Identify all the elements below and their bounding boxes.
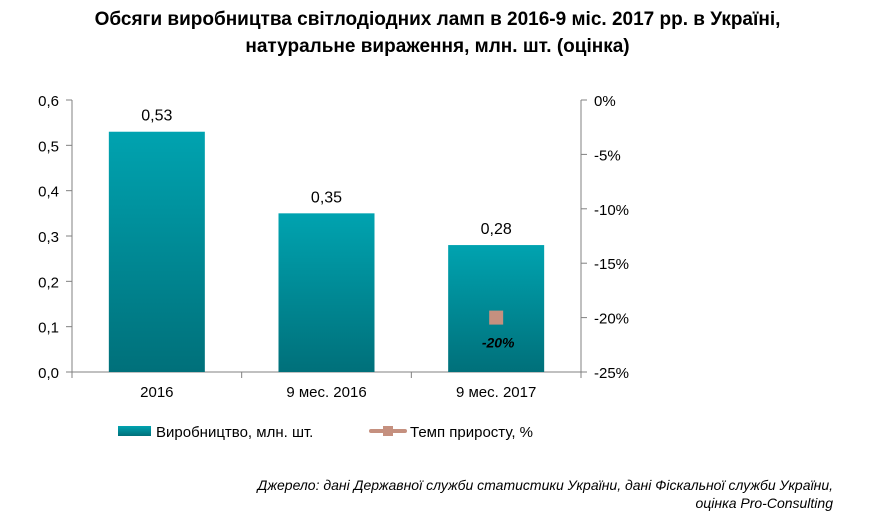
source-line-2: оцінка Pro-Consulting	[695, 495, 834, 511]
legend-swatch-bar	[118, 426, 151, 436]
y-right-tick-label: -20%	[594, 311, 629, 328]
y-left-tick-label: 0,1	[38, 320, 59, 337]
chart-title-line-1: Обсяги виробництва світлодіодних ламп в …	[94, 9, 781, 30]
bar-value-label: 0,28	[481, 221, 512, 238]
y-right-tick-label: -10%	[594, 202, 629, 219]
bar-value-label: 0,35	[311, 189, 342, 206]
bar	[448, 245, 545, 372]
y-left-tick-label: 0,0	[38, 365, 59, 382]
legend-marker-growth	[383, 426, 393, 436]
x-tick-label: 9 мес. 2017	[456, 384, 536, 401]
source-line-1: Джерело: дані Державної служби статистик…	[257, 477, 833, 493]
x-tick-label: 2016	[140, 384, 173, 401]
legend-label-growth: Темп приросту, %	[410, 424, 533, 441]
source-note: Джерело: дані Державної служби статистик…	[258, 476, 833, 512]
growth-marker	[489, 310, 504, 325]
bar-value-label: 0,53	[141, 108, 172, 125]
x-tick-label: 9 мес. 2016	[286, 384, 366, 401]
growth-value-label: -20%	[482, 335, 515, 351]
y-right-tick-label: -5%	[594, 147, 621, 164]
chart-title: Обсяги виробництва світлодіодних ламп в …	[0, 6, 875, 60]
y-left-tick-label: 0,6	[38, 93, 59, 110]
y-left-tick-label: 0,4	[38, 184, 59, 201]
y-right-tick-label: -25%	[594, 365, 629, 382]
chart-title-line-2: натуральне вираження, млн. шт. (оцінка)	[245, 36, 630, 57]
y-left-tick-label: 0,2	[38, 274, 59, 291]
bar	[108, 131, 205, 372]
bar	[278, 213, 375, 372]
legend-label-production: Виробництво, млн. шт.	[156, 424, 313, 441]
y-right-tick-label: 0%	[594, 93, 616, 110]
y-right-tick-label: -15%	[594, 256, 629, 273]
y-left-tick-label: 0,3	[38, 229, 59, 246]
y-left-tick-label: 0,5	[38, 138, 59, 155]
